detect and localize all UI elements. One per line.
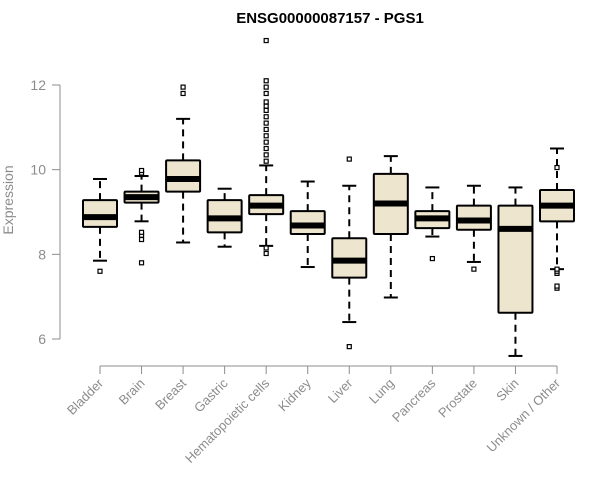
outlier-point	[263, 99, 269, 105]
x-tick-label: Bladder	[64, 375, 107, 418]
x-tick-label: Lung	[366, 376, 397, 407]
outlier-point	[138, 167, 145, 174]
outlier-point	[429, 255, 435, 262]
outlier-point	[346, 156, 352, 162]
outlier-point	[263, 250, 269, 257]
box-skin	[497, 186, 534, 357]
box-lung	[372, 155, 409, 299]
outlier-point	[180, 90, 186, 97]
box-prostate	[455, 184, 492, 272]
outlier-point	[138, 260, 145, 266]
box-iqr	[82, 199, 118, 228]
outlier-point	[180, 84, 186, 90]
outlier-point	[554, 266, 560, 272]
outlier-point	[346, 344, 352, 350]
outlier-point	[97, 268, 103, 274]
x-tick-label: Gastric	[191, 375, 231, 415]
y-axis-label: Expression	[0, 165, 16, 234]
box-unknown-other	[539, 147, 575, 291]
outlier-point	[263, 103, 269, 109]
outlier-point	[471, 266, 477, 272]
outlier-point	[263, 107, 269, 114]
outlier-point	[263, 133, 269, 139]
chart-title: ENSG00000087157 - PGS1	[236, 10, 424, 27]
y-tick-label: 12	[30, 77, 46, 93]
outlier-point	[263, 158, 269, 164]
x-tick-label: Breast	[152, 375, 189, 412]
x-tick-label: Brain	[116, 376, 148, 408]
box-gastric	[206, 187, 243, 248]
outlier-point	[263, 78, 269, 84]
x-tick-label: Liver	[325, 375, 356, 406]
box-iqr	[497, 204, 534, 314]
box-bladder	[82, 177, 118, 274]
box-hematopoietic-cells	[248, 37, 285, 257]
x-tick-label: Unknown / Other	[484, 375, 564, 455]
outlier-point	[263, 126, 269, 133]
outlier-point	[554, 283, 560, 289]
box-kidney	[289, 180, 326, 269]
outlier-point	[263, 90, 269, 97]
x-tick-label: Prostate	[435, 376, 480, 421]
box-pancreas	[414, 186, 451, 262]
box-brain	[123, 167, 160, 266]
outlier-point	[263, 152, 269, 158]
outlier-point	[263, 37, 269, 44]
outlier-point	[263, 139, 269, 145]
box-liver	[331, 156, 368, 350]
outlier-point	[263, 120, 269, 126]
x-tick-label: Pancreas	[389, 375, 439, 425]
outlier-point	[138, 229, 145, 235]
outlier-point	[138, 236, 145, 243]
outlier-point	[263, 145, 269, 152]
box-series	[82, 37, 575, 357]
outlier-point	[554, 164, 560, 171]
outlier-point	[263, 84, 269, 90]
y-axis: 6 8 10 12	[30, 77, 61, 347]
x-tick-label: Kidney	[275, 375, 314, 414]
y-tick-label: 6	[38, 331, 46, 347]
outlier-point	[263, 245, 269, 251]
outlier-point	[263, 114, 269, 120]
y-tick-label: 10	[30, 162, 46, 178]
x-tick-label: Skin	[493, 376, 521, 404]
y-tick-label: 8	[38, 246, 46, 262]
box-breast	[165, 84, 202, 244]
